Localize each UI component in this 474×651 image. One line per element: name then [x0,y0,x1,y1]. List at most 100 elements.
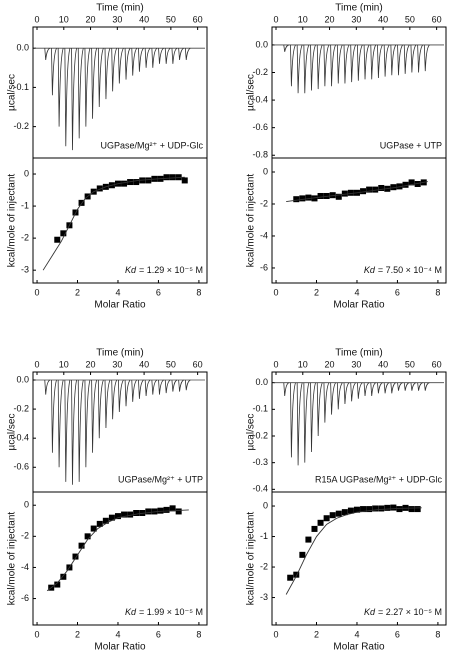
data-point [54,581,61,588]
injection-peak [77,48,84,139]
injection-peak [184,47,191,60]
x-tick-label: 30 [112,14,122,24]
injection-peak [44,379,51,395]
x-tick-label: 30 [112,359,122,369]
injection-peak [310,44,316,91]
injection-peak [316,44,323,90]
injection-peak [403,44,410,74]
injection-peak [111,47,118,92]
data-point [384,504,391,511]
x-tick-label: 6 [156,287,161,297]
injection-peak [64,48,71,147]
data-point [347,189,354,196]
y-axis-label: kcal/mole of injectant [246,512,257,606]
annotation: UGPase/Mg²⁺ + UTP [118,474,203,484]
injection-peak [111,379,118,420]
data-point [72,553,79,560]
kd-annotation: Kd = 7.50 × 10⁻⁴ M [364,265,442,275]
data-point [145,508,152,515]
injection-peak [330,44,337,87]
y-tick-label: -3 [21,265,29,275]
data-point [402,181,409,188]
injection-peak [377,44,383,79]
injection-peak [138,47,144,72]
injection-peak [336,44,343,84]
data-point [157,507,164,514]
kd-annotation: Kd = 1.99 × 10⁻⁵ M [125,607,203,617]
injection-peak [283,44,290,52]
injection-peak [410,44,417,73]
x-axis-label: Time (min) [335,348,382,359]
injection-peak [91,379,98,453]
injection-peak [383,44,390,77]
annotation: R15A UGPase/Mg²⁺ + UDP-Glc [315,474,443,484]
kd-value: = 7.50 × 10⁻⁴ M [378,265,442,275]
injection-peak [370,44,377,80]
x-tick-label: 0 [35,359,40,369]
x-axis-label: Molar Ratio [94,642,146,651]
data-point [121,180,128,187]
injection-peak [290,382,296,458]
x-tick-label: 8 [435,629,440,639]
x-tick-label: 10 [298,359,308,369]
y-tick-label: -6 [21,593,29,603]
y-tick-label: 0.0 [16,43,29,53]
fit-line [42,176,185,271]
injection-peak [77,379,84,482]
injection-peak [104,47,111,100]
data-point [299,551,306,558]
data-point [360,188,367,195]
injection-peak [124,379,131,407]
data-point [90,525,97,532]
injection-peak [423,44,430,72]
fit-line [46,509,189,592]
injection-peak [97,379,104,439]
x-tick-label: 20 [86,14,96,24]
injection-peak [410,382,417,391]
injection-peak [323,44,330,87]
y-tick-label: -0.3 [252,457,268,467]
injection-peak [51,379,57,453]
data-point [163,174,170,181]
injection-peak [356,44,363,81]
y-tick-label: -4 [21,562,29,572]
injection-peak [343,382,350,405]
injection-peak [164,47,171,64]
x-tick-label: 60 [432,359,442,369]
injection-peak [390,382,397,394]
injection-peak [144,379,151,397]
data-point [366,186,373,193]
x-axis-label: Time (min) [96,348,143,359]
data-point [121,511,128,518]
data-point [341,190,348,197]
y-axis-label: µcal/sec [7,414,18,451]
injection-peak [151,379,158,395]
raw-panel: 0 10 20 30 40 50 60 Time (min) 0.0 -0.2 -0.4 -0.6 µc… [7,348,208,493]
injection-peak [316,382,323,437]
injection-peak [178,47,184,60]
x-tick-label: 20 [325,14,335,24]
y-axis-label: kcal/mole of injectant [246,174,257,268]
injection-peak [350,44,357,83]
data-point [133,510,140,516]
y-tick-label: -0.2 [13,403,29,413]
injection-peak [330,382,337,415]
injection-peak [296,44,303,94]
injection-peak [91,48,98,119]
y-tick-label: -0.1 [252,404,268,414]
y-tick-label: 0.0 [16,374,29,384]
x-tick-label: 40 [139,14,149,24]
y-tick-label: 0 [263,166,268,176]
x-axis-label: Time (min) [335,3,382,14]
x-tick-label: 30 [351,359,361,369]
y-tick-label: -0.2 [252,430,268,440]
data-point [311,525,318,532]
x-tick-label: 10 [298,14,308,24]
injection-peak [131,47,138,76]
raw-panel: 0 10 20 30 40 50 60 Time (min) 0.0 -0.1 -0.2 -0.3 -0… [246,348,447,494]
injection-peak [397,44,403,76]
y-tick-label: -2 [260,561,268,571]
y-tick-label: -0.2 [252,67,268,77]
